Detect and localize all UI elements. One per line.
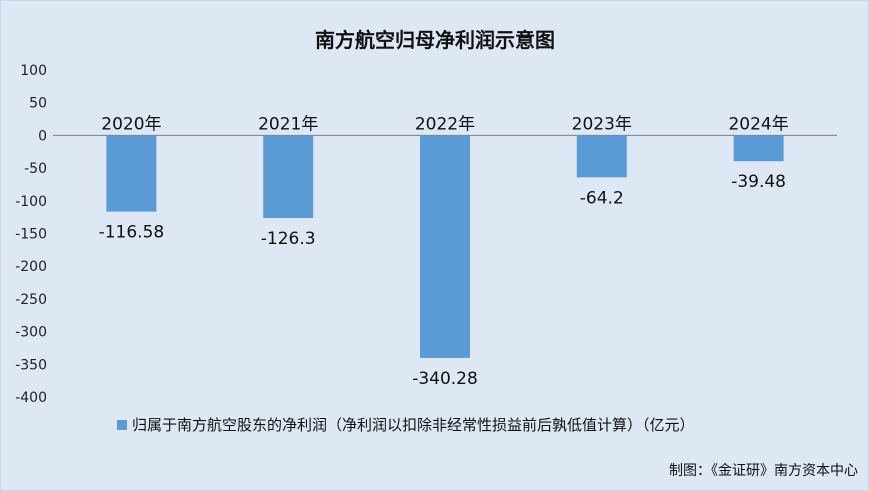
category-label: 2022年 [415,114,475,134]
bar [733,135,784,162]
source-credit: 制图：《金证研》南方资本中心 [669,463,858,479]
data-label: -116.58 [99,223,165,243]
y-tick-label: -400 [15,390,47,406]
bar [420,135,470,358]
data-label: -340.28 [412,369,478,389]
data-label: -39.48 [731,172,786,192]
category-label: 2021年 [258,114,318,134]
category-label: 2023年 [572,114,632,134]
y-tick-label: -250 [15,292,47,308]
y-tick-label: 0 [38,128,47,144]
y-axis: 100 50 0 -50 -100 -150 -200 -250 -300 -350 -400 [15,63,47,406]
legend-label: 归属于南方航空股东的净利润（净利润以扣除非经常性损益前后孰低值计算）（亿元） [132,416,695,434]
data-label: -64.2 [580,188,624,208]
category-label: 2024年 [728,114,788,134]
chart-title: 南方航空归母净利润示意图 [315,28,555,52]
bar [263,135,314,219]
bar [106,135,157,212]
y-tick-label: 100 [20,63,47,79]
data-label: -126.3 [261,229,316,249]
y-tick-label: -350 [15,357,47,373]
y-tick-label: -150 [15,227,47,243]
y-tick-label: -50 [24,161,47,177]
legend: 归属于南方航空股东的净利润（净利润以扣除非经常性损益前后孰低值计算）（亿元） [117,416,695,434]
bar [576,135,627,178]
category-label: 2020年 [101,114,161,134]
y-tick-label: -100 [15,194,47,210]
y-tick-label: 50 [29,96,47,112]
bars: 2020年 -116.58 2021年 -126.3 2022年 -340.28 2023年… [99,114,789,389]
y-tick-label: -200 [15,259,47,275]
y-tick-label: -300 [15,325,47,341]
legend-swatch [117,420,127,430]
